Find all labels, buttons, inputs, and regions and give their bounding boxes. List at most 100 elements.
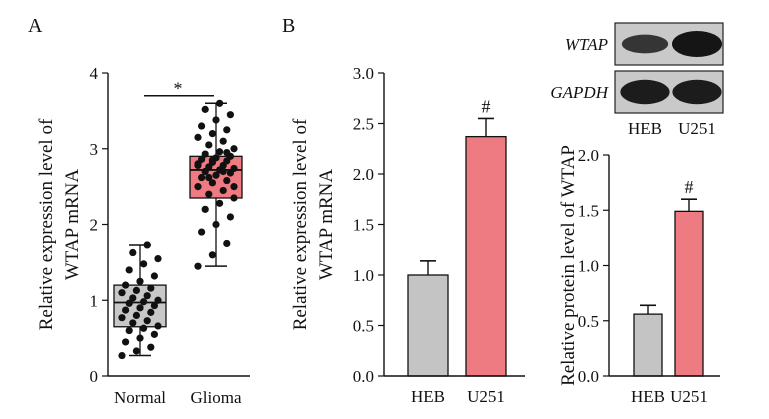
y-tick-label: 0.5 [353, 317, 374, 336]
protein-band [620, 79, 670, 105]
data-point [154, 296, 162, 304]
data-point [201, 105, 209, 113]
data-point [136, 277, 144, 285]
data-point [208, 179, 216, 187]
y-tick-label: 2.0 [578, 146, 599, 165]
data-point [129, 319, 137, 327]
y-tick-label: 0.0 [353, 367, 374, 386]
data-point [125, 266, 133, 274]
y-tick-label: 0 [90, 367, 99, 386]
y-axis-title: Relative protein level of WTAP [558, 145, 579, 386]
data-point [219, 186, 227, 195]
data-point [194, 133, 202, 141]
data-point [216, 199, 224, 207]
category-label: U251 [467, 387, 505, 406]
western-blot: WTAP GAPDH HEB U251 [550, 22, 724, 138]
category-label: Glioma [191, 388, 242, 407]
data-point [198, 173, 206, 182]
significance-marker: # [685, 177, 694, 197]
data-point [132, 311, 140, 319]
data-point [154, 254, 162, 263]
protein-band [672, 79, 722, 105]
category-label: HEB [631, 387, 665, 406]
bar-heb [407, 274, 449, 377]
data-point [122, 281, 130, 289]
blot-row-label: GAPDH [550, 83, 609, 102]
data-point [223, 148, 231, 157]
data-point [122, 338, 130, 346]
data-point [147, 343, 155, 351]
data-point [150, 330, 158, 338]
bar-u251 [465, 135, 507, 377]
y-tick-label: 2.0 [353, 165, 374, 184]
panel-label-a: A [28, 15, 43, 37]
y-tick-label: 1.0 [353, 266, 374, 285]
data-point [201, 205, 209, 213]
data-point [205, 141, 213, 149]
data-point [154, 322, 162, 330]
y-tick-label: 1.0 [578, 257, 599, 276]
y-tick-label: 3 [90, 140, 99, 159]
data-point [132, 347, 140, 355]
data-point [150, 272, 158, 280]
data-point [230, 164, 238, 173]
data-point [118, 314, 126, 322]
category-label: U251 [670, 387, 708, 406]
data-point [198, 155, 206, 163]
bar-heb [633, 313, 663, 377]
data-point [219, 137, 227, 145]
data-point [143, 317, 151, 325]
data-point [136, 304, 144, 312]
data-point [230, 194, 238, 202]
data-point [223, 176, 231, 185]
data-point [212, 171, 220, 179]
data-point [147, 308, 155, 316]
data-point [216, 148, 224, 156]
data-point [230, 183, 238, 191]
panel-b-mrna-bar-chart: 0.0 0.5 1.0 1.5 2.0 2.5 3.0 Relative expression… [290, 64, 525, 406]
data-point [208, 251, 216, 259]
y-tick-label: 3.0 [353, 64, 374, 83]
blot-row-label: WTAP [565, 35, 608, 54]
data-point [205, 190, 213, 198]
data-point [230, 145, 238, 153]
bar-u251 [674, 210, 704, 377]
data-point [198, 228, 206, 236]
data-point [118, 351, 126, 360]
y-tick-label: 1 [90, 291, 99, 310]
data-point [208, 156, 216, 164]
data-point [122, 306, 130, 314]
data-point [194, 161, 202, 170]
data-point [201, 150, 209, 158]
y-tick-label: 2 [90, 216, 99, 235]
y-tick-label: 2.5 [353, 115, 374, 134]
category-label: Normal [114, 388, 166, 407]
blot-lane-label: HEB [628, 119, 662, 138]
y-tick-label: 1.5 [353, 216, 374, 235]
data-point [198, 122, 206, 130]
data-point [219, 167, 227, 176]
data-point [205, 173, 213, 182]
category-label: HEB [411, 387, 445, 406]
data-point [143, 241, 151, 249]
data-point [208, 130, 216, 138]
data-point [150, 301, 158, 310]
significance-marker: * [174, 79, 183, 99]
y-tick-label: 4 [90, 64, 99, 83]
data-point [194, 262, 202, 270]
y-axis-title: WTAP mRNA [316, 169, 337, 281]
data-point [125, 299, 133, 307]
y-axis-title: Relative expression level of [290, 118, 311, 330]
data-point [223, 239, 231, 248]
protein-band [621, 34, 669, 54]
data-point [212, 220, 220, 229]
protein-band [672, 31, 722, 57]
data-point [132, 286, 140, 295]
blot-lane-label: U251 [678, 119, 716, 138]
data-point [226, 111, 234, 119]
data-point [125, 326, 133, 335]
data-point [129, 248, 137, 257]
data-point [212, 116, 220, 124]
